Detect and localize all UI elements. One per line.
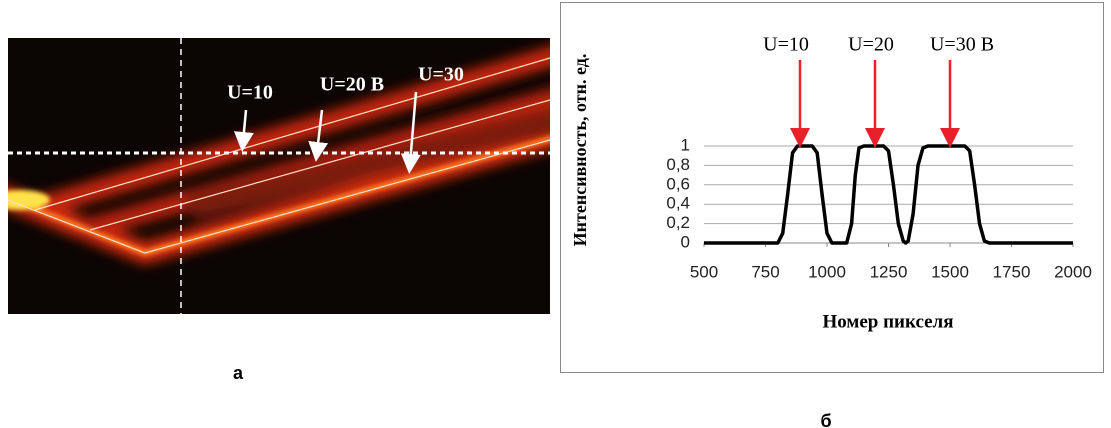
x-tick-label: 1500 (931, 262, 969, 281)
annotation: U=20 (848, 34, 894, 56)
y-tick-label: 0,4 (666, 194, 690, 213)
annotation: U=30 В (930, 34, 994, 56)
x-tick-label: 2000 (1054, 262, 1092, 281)
photo-label: U=20 В (320, 74, 384, 96)
x-tick-label: 1000 (808, 262, 846, 281)
y-tick-label: 1 (681, 135, 690, 154)
y-tick-label: 0 (681, 232, 690, 251)
photo-label: U=30 (418, 64, 464, 86)
y-tick-label: 0,2 (666, 213, 690, 232)
x-axis-label: Номер пикселя (822, 311, 953, 332)
x-tick-label: 1750 (993, 262, 1031, 281)
photo-label: U=10 (227, 82, 273, 104)
x-tick-label: 1250 (870, 262, 908, 281)
panel-label: б (820, 411, 831, 428)
panel-label: а (233, 363, 244, 383)
annotation: U=10 (763, 34, 809, 56)
y-axis-label: Интенсивность, отн. ед. (570, 54, 590, 247)
data-line (704, 146, 1073, 243)
y-tick-label: 0,6 (666, 174, 690, 193)
x-tick-label: 750 (751, 262, 779, 281)
x-tick-label: 500 (690, 262, 718, 281)
figure: U=10 U=20 В U=30 а б Интенсивность, отн.… (0, 0, 1111, 428)
photo (0, 38, 560, 314)
y-tick-label: 0,8 (666, 155, 690, 174)
